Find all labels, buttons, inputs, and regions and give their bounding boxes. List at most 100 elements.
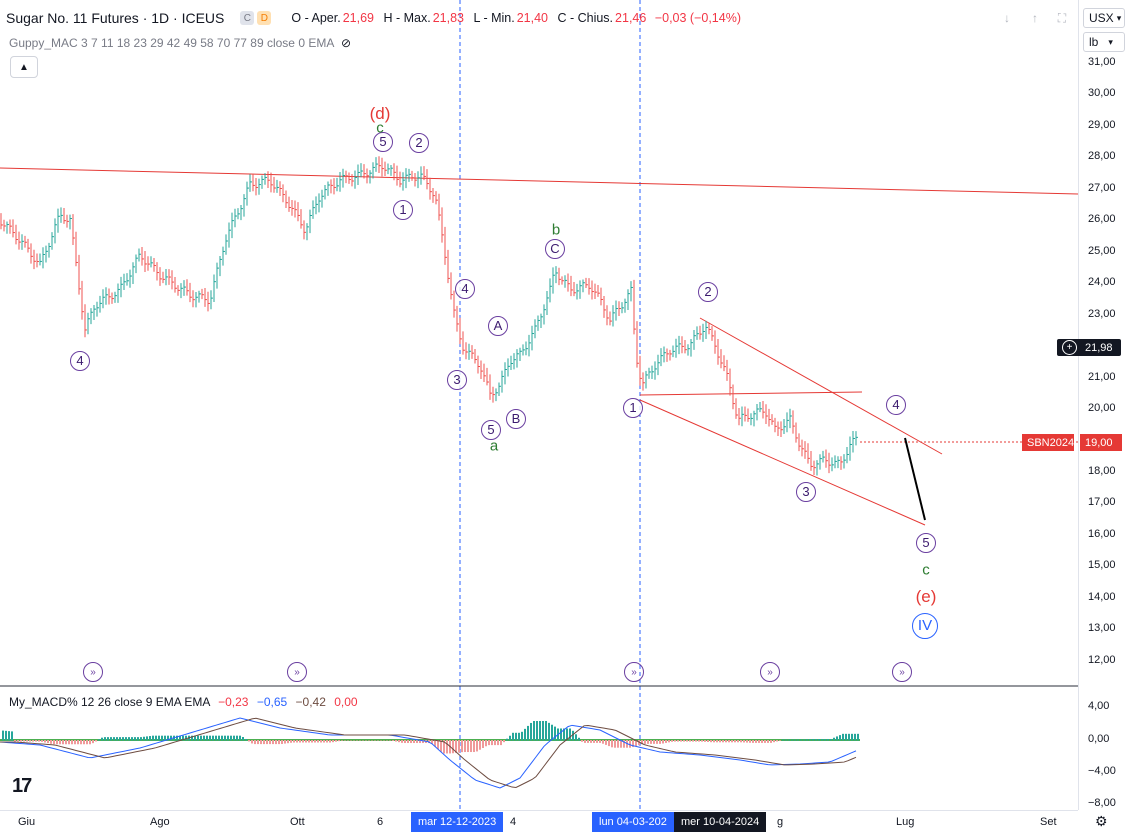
eye-hidden-icon[interactable]: ⊘ xyxy=(341,36,352,50)
symbol-title[interactable]: Sugar No. 11 Futures · 1D · ICEUS xyxy=(6,10,225,26)
wave-label-red[interactable]: (d) xyxy=(369,104,391,123)
macd-histogram-bar xyxy=(767,740,769,743)
badge-c[interactable]: C xyxy=(240,11,255,25)
wave-label[interactable]: 1 xyxy=(623,398,643,418)
series-name-tag: SBN2024 xyxy=(1022,434,1074,451)
download-icon[interactable]: ↓ xyxy=(1004,11,1010,25)
jump-arrow-icon[interactable]: » xyxy=(287,662,307,682)
plus-icon[interactable]: + xyxy=(1062,340,1077,355)
upload-icon[interactable]: ↑ xyxy=(1032,11,1038,25)
macd-histogram-bar xyxy=(638,740,640,746)
macd-histogram-bar xyxy=(443,740,445,754)
macd-histogram-bar xyxy=(392,740,394,741)
wave-label[interactable]: 2 xyxy=(409,133,429,153)
macd-histogram-bar xyxy=(497,740,499,746)
macd-histogram-bar xyxy=(125,737,127,741)
collapse-legend-button[interactable]: ▲ xyxy=(10,56,38,78)
guppy-indicator-legend[interactable]: Guppy_MAC 3 7 11 18 23 29 42 49 58 70 77… xyxy=(9,36,351,50)
fullscreen-icon[interactable]: ⛶ xyxy=(1057,10,1067,25)
high-value: 21,83 xyxy=(432,11,464,25)
jump-arrow-icon[interactable]: » xyxy=(624,662,644,682)
macd-histogram-bar xyxy=(149,736,151,741)
macd-histogram-bar xyxy=(77,740,79,745)
macd-histogram-bar xyxy=(419,740,421,744)
macd-histogram-bar xyxy=(347,740,349,741)
wave-label[interactable]: 4 xyxy=(70,351,90,371)
trendline-top xyxy=(0,167,1078,195)
macd-histogram-bar xyxy=(137,737,139,741)
wave-label[interactable]: 5 xyxy=(481,420,501,440)
macd-histogram-bar xyxy=(812,739,814,741)
macd-indicator-legend[interactable]: My_MACD% 12 26 close 9 EMA EMA −0,23 −0,… xyxy=(9,695,358,709)
macd-histogram-bar xyxy=(395,740,397,742)
macd-histogram-bar xyxy=(230,735,232,741)
macd-histogram-bar xyxy=(398,740,400,743)
wave-label[interactable]: 4 xyxy=(886,395,906,415)
macd-histogram-bar xyxy=(341,740,343,741)
wave-label-green[interactable]: a xyxy=(489,437,499,455)
macd-histogram-bar xyxy=(26,740,28,742)
macd-histogram-bar xyxy=(509,735,511,741)
macd-axis-label: −8,00 xyxy=(1088,797,1116,809)
jump-arrow-icon[interactable]: » xyxy=(892,662,912,682)
time-label: Ott xyxy=(290,816,305,828)
macd-histogram-bar xyxy=(764,740,766,743)
wave-label-roman[interactable]: IV xyxy=(912,613,938,639)
jump-arrow-icon[interactable]: » xyxy=(760,662,780,682)
wave-label-green[interactable]: c xyxy=(922,561,930,579)
macd-histogram-bar xyxy=(260,740,262,745)
macd-histogram-bar xyxy=(554,726,556,741)
price-axis-label: 14,00 xyxy=(1088,590,1116,603)
macd-histogram-bar xyxy=(515,732,517,741)
macd-histogram-bar xyxy=(710,740,712,743)
wave-label-red[interactable]: (e) xyxy=(915,587,937,606)
wave-label[interactable]: 1 xyxy=(393,200,413,220)
macd-histogram-bar xyxy=(584,740,586,743)
chart-canvas[interactable] xyxy=(0,0,1078,839)
unit-select[interactable]: lb ▾ xyxy=(1083,32,1125,52)
wave-label[interactable]: 5 xyxy=(373,132,393,152)
macd-histogram-bar xyxy=(182,735,184,741)
macd-histogram-bar xyxy=(185,735,187,741)
macd-histogram-bar xyxy=(410,740,412,744)
wave-label-green[interactable]: c xyxy=(376,119,384,137)
macd-histogram-bar xyxy=(386,740,388,741)
wave-label[interactable]: 3 xyxy=(447,370,467,390)
wave-label[interactable]: A xyxy=(488,316,508,336)
macd-histogram-bar xyxy=(65,740,67,745)
wave-label[interactable]: 3 xyxy=(796,482,816,502)
settings-gear-icon[interactable]: ⚙ xyxy=(1095,813,1108,829)
currency-select[interactable]: USX ▾ xyxy=(1083,8,1125,28)
tradingview-logo-icon[interactable]: 17 xyxy=(12,775,32,797)
trendline-horizontal xyxy=(639,391,863,396)
jump-arrow-icon[interactable]: » xyxy=(83,662,103,682)
macd-histogram-bar xyxy=(215,735,217,741)
wave-label-green[interactable]: b xyxy=(551,221,561,239)
time-label: Set xyxy=(1040,816,1057,828)
macd-histogram-bar xyxy=(506,738,508,741)
wave-label[interactable]: 5 xyxy=(916,533,936,553)
wave-label[interactable]: 4 xyxy=(455,279,475,299)
price-axis[interactable] xyxy=(1078,0,1128,810)
price-axis-label: 29,00 xyxy=(1088,118,1116,131)
macd-histogram-bar xyxy=(47,740,49,744)
macd-histogram-bar xyxy=(614,740,616,748)
wave-label[interactable]: B xyxy=(506,409,526,429)
macd-histogram-bar xyxy=(842,733,844,741)
macd-histogram-bar xyxy=(581,740,583,742)
macd-histogram-bar xyxy=(485,740,487,747)
time-axis[interactable] xyxy=(0,810,1078,840)
wave-label[interactable]: 2 xyxy=(698,282,718,302)
macd-histogram-bar xyxy=(857,733,859,741)
macd-histogram-bar xyxy=(122,737,124,741)
wave-label[interactable]: C xyxy=(545,239,565,259)
macd-histogram-bar xyxy=(464,740,466,753)
macd-histogram-bar xyxy=(788,739,790,741)
price-axis-label: 21,00 xyxy=(1088,370,1116,383)
macd-histogram-bar xyxy=(170,735,172,741)
macd-histogram-bar xyxy=(599,740,601,743)
macd-histogram-bar xyxy=(143,736,145,741)
macd-histogram-bar xyxy=(773,740,775,743)
badge-d[interactable]: D xyxy=(257,11,272,25)
macd-histogram-bar xyxy=(602,740,604,744)
